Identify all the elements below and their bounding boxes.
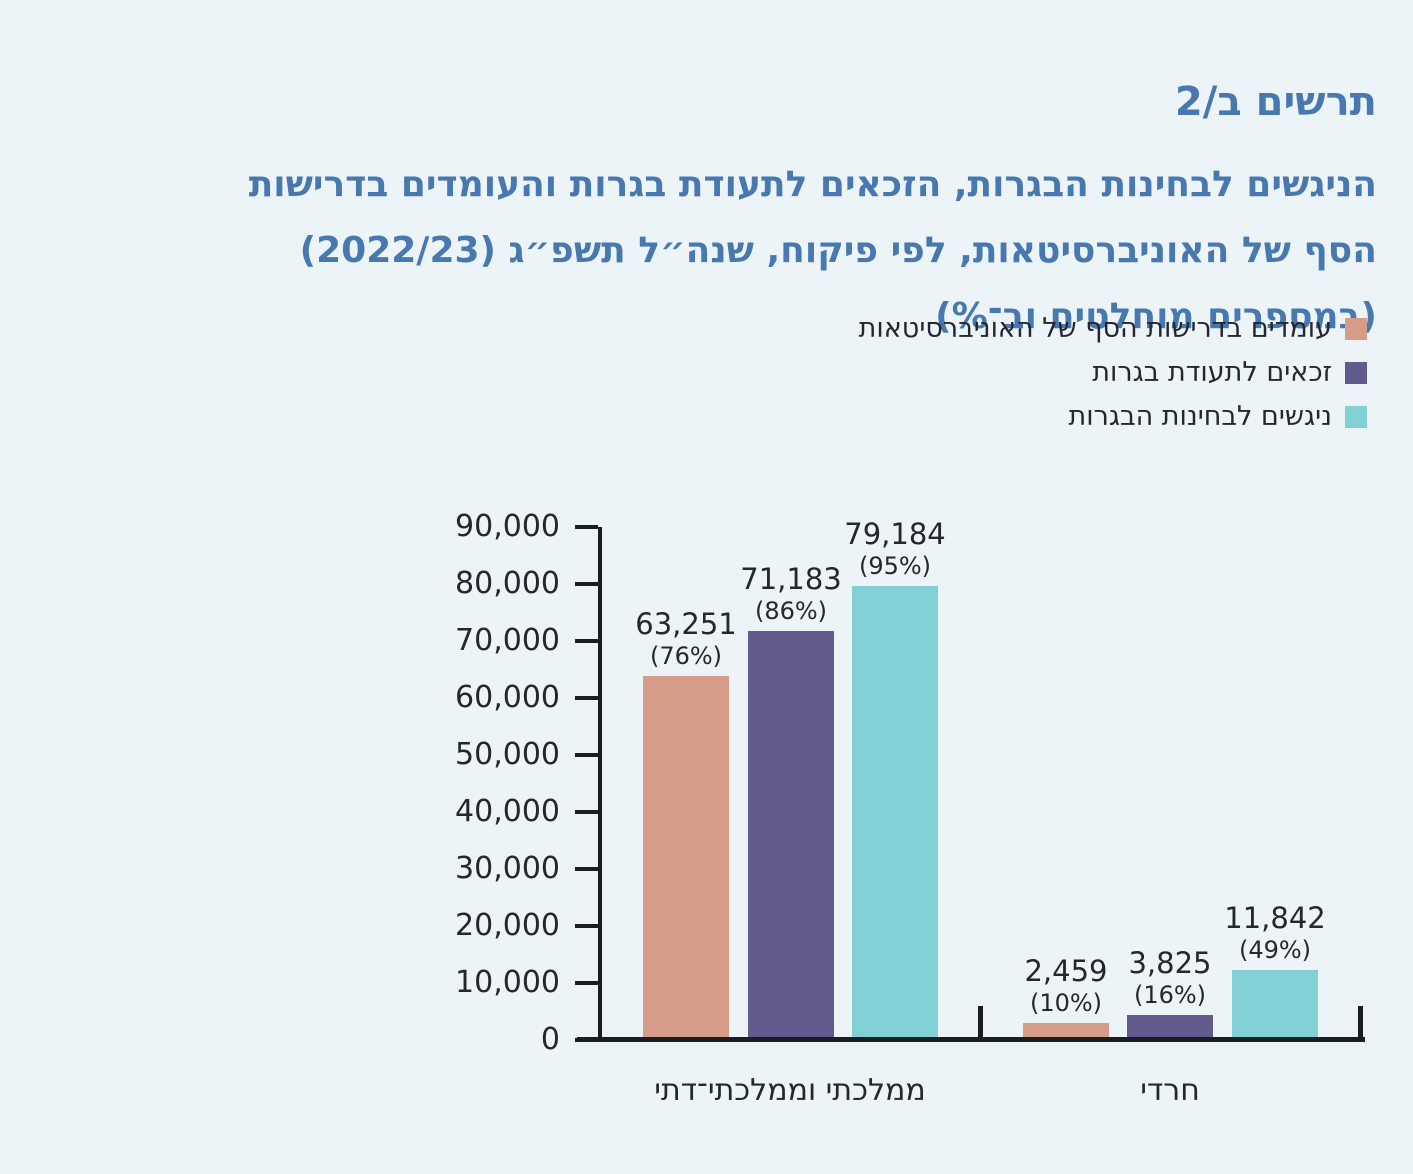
- y-axis-tick: [575, 981, 598, 985]
- legend-item-entitled-to-certificate: זכאים לתעודת בגרות: [1092, 357, 1367, 388]
- y-axis-tick-label: 80,000: [455, 566, 560, 601]
- y-axis-tick-label: 10,000: [455, 965, 560, 1000]
- bar-meeting-university-threshold-state-and-state-religious: [643, 676, 729, 1037]
- x-axis-group-tick: [978, 1006, 983, 1037]
- bar-entitled-to-certificate-haredi: [1127, 1015, 1213, 1037]
- chart-subtitle-line-3: (במספרים מוחלטים וב־%): [935, 296, 1377, 337]
- bar-value-label: 71,183: [740, 562, 842, 596]
- bar-percent-label: (95%): [858, 552, 932, 580]
- y-axis-tick: [575, 525, 598, 529]
- legend-label: עומדים בדרישות הסף של האוניברסיטאות: [858, 313, 1332, 344]
- bar-percent-label: (49%): [1238, 936, 1312, 964]
- y-axis-tick: [575, 582, 598, 586]
- y-axis-tick-label: 70,000: [455, 623, 560, 658]
- chart-header: תרשים ב/2 הניגשים לבחינות הבגרות, הזכאים…: [36, 78, 1377, 350]
- legend-item-meeting-university-threshold: עומדים בדרישות הסף של האוניברסיטאות: [859, 313, 1367, 344]
- bar-meeting-university-threshold-haredi: [1023, 1023, 1109, 1037]
- bar-percent-label: (76%): [649, 642, 723, 670]
- y-axis-tick: [575, 696, 598, 700]
- y-axis-tick: [575, 924, 598, 928]
- bar-taking-exams-state-and-state-religious: [852, 586, 938, 1037]
- bar-percent-label: (16%): [1133, 981, 1207, 1009]
- y-axis-tick-label: 60,000: [455, 680, 560, 715]
- bar-taking-exams-haredi: [1232, 970, 1318, 1037]
- y-axis-tick-label: 30,000: [455, 851, 560, 886]
- chart-legend: עומדים בדרישות הסף של האוניברסיטאות זכאי…: [859, 313, 1367, 432]
- bar-value-label: 3,825: [1128, 946, 1212, 980]
- legend-label: זכאים לתעודת בגרות: [1092, 357, 1332, 388]
- bar-value-label: 11,842: [1224, 901, 1326, 935]
- bar-label-taking-exams-state-and-state-religious: 79,184 (95%): [805, 516, 985, 580]
- y-axis-tick: [575, 810, 598, 814]
- bar-label-meeting-university-threshold-haredi: 2,459 (10%): [976, 953, 1156, 1017]
- bar-label-meeting-university-threshold-state-and-state-religious: 63,251 (76%): [596, 606, 776, 670]
- bar-label-entitled-to-certificate-haredi: 3,825 (16%): [1080, 945, 1260, 1009]
- y-axis-tick-label: 90,000: [455, 509, 560, 544]
- legend-swatch-purple: [1345, 361, 1367, 384]
- category-label-state-and-state-religious: ממלכתי וממלכתי־דתי: [654, 1073, 926, 1108]
- bar-percent-label: (10%): [1029, 989, 1103, 1017]
- x-axis-baseline: [577, 1037, 1365, 1042]
- y-axis-line: [598, 527, 602, 1042]
- category-label-haredi: חרדי: [1140, 1073, 1200, 1108]
- y-axis-tick: [575, 753, 598, 757]
- chart-number-title: תרשים ב/2: [1174, 79, 1377, 125]
- y-axis-tick-label: 20,000: [455, 908, 560, 943]
- y-axis-tick-label: 50,000: [455, 737, 560, 772]
- bar-value-label: 2,459: [1024, 954, 1108, 988]
- bar-entitled-to-certificate-state-and-state-religious: [748, 631, 834, 1037]
- chart-subtitle-line-2: הסף של האוניברסיטאות, לפי פיקוח, שנה״ל ת…: [299, 230, 1377, 271]
- legend-swatch-salmon: [1345, 317, 1367, 340]
- bar-label-taking-exams-haredi: 11,842 (49%): [1185, 900, 1365, 964]
- bar-value-label: 63,251: [635, 607, 737, 641]
- legend-swatch-teal: [1345, 405, 1367, 428]
- bar-value-label: 79,184: [844, 517, 946, 551]
- y-axis-tick-label: 40,000: [455, 794, 560, 829]
- y-axis-tick: [575, 867, 598, 871]
- bar-label-entitled-to-certificate-state-and-state-religious: 71,183 (86%): [701, 561, 881, 625]
- bar-percent-label: (86%): [754, 597, 828, 625]
- y-axis-tick: [575, 639, 598, 643]
- legend-label: ניגשים לבחינות הבגרות: [1068, 401, 1333, 432]
- y-axis-tick-label: 0: [540, 1022, 560, 1057]
- chart-subtitle-line-1: הניגשים לבחינות הבגרות, הזכאים לתעודת בג…: [248, 164, 1377, 205]
- x-axis-group-tick: [1358, 1006, 1363, 1037]
- legend-item-taking-exams: ניגשים לבחינות הבגרות: [1069, 401, 1367, 432]
